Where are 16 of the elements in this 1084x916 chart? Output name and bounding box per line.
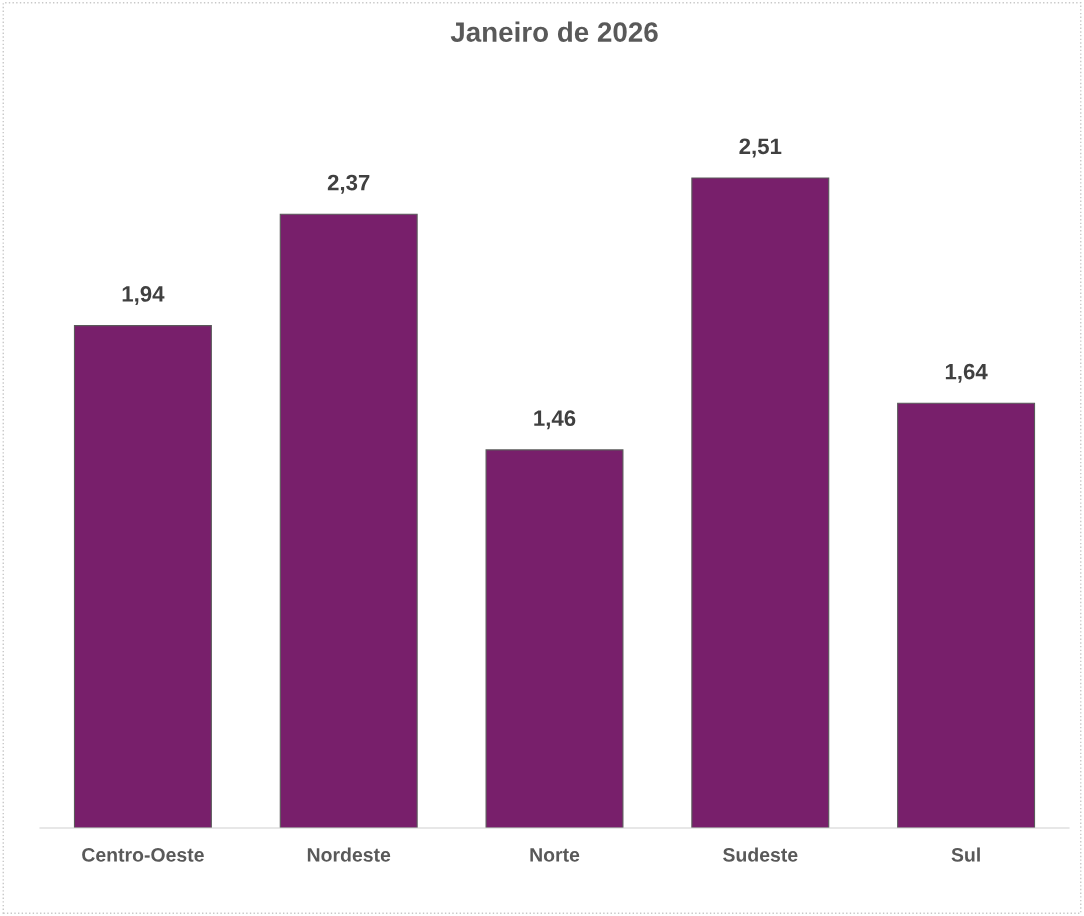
bar <box>279 213 418 828</box>
x-tick-label: Sudeste <box>723 847 798 862</box>
bar <box>897 402 1036 828</box>
x-tick-label: Sul <box>951 847 980 862</box>
data-label: 2,37 <box>327 174 370 194</box>
bar <box>485 449 624 828</box>
bar <box>73 325 212 828</box>
data-label: 1,46 <box>534 410 576 430</box>
x-tick-label: Nordeste <box>307 847 391 862</box>
data-label: 1,94 <box>122 286 165 305</box>
data-label: 2,51 <box>739 138 782 158</box>
x-tick-label: Centro-Oeste <box>82 847 204 862</box>
chart-title: Janeiro de 2026 <box>450 21 658 42</box>
bar <box>691 177 830 828</box>
data-label: 1,64 <box>945 363 988 383</box>
x-tick-label: Norte <box>530 848 580 862</box>
